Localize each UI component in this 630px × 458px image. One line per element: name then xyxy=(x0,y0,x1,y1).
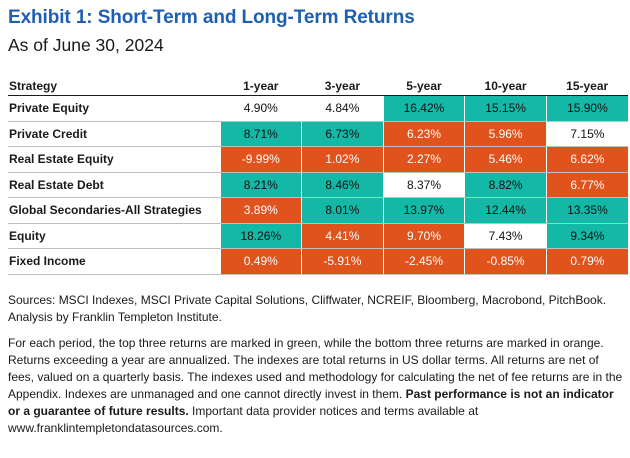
disclaimer-bold: Past performance is not an indicator or … xyxy=(8,387,614,418)
return-cell: 0.49% xyxy=(219,248,302,275)
return-cell: 8.37% xyxy=(382,172,465,198)
strategy-cell: Equity xyxy=(8,223,220,249)
exhibit-subtitle: As of June 30, 2024 xyxy=(8,35,164,55)
table-row: Private Credit 8.71% 6.73% 6.23% 5.96% 7.15% xyxy=(8,121,628,147)
return-cell: -5.91% xyxy=(301,248,384,275)
table-row: Global Secondaries-All Strategies 3.89% 8.… xyxy=(8,197,628,224)
column-header-10-year: 10-year xyxy=(464,76,547,96)
strategy-cell: Private Equity xyxy=(8,95,220,122)
column-header-3-year: 3-year xyxy=(301,76,384,96)
return-cell: 15.90% xyxy=(545,95,628,122)
return-cell: 8.01% xyxy=(301,197,384,224)
methodology-text: For each period, the top three returns a… xyxy=(8,336,623,401)
table-body: Private Equity 4.90% 4.84% 16.42% 15.15% 15.9… xyxy=(8,95,628,275)
return-cell: 4.84% xyxy=(301,95,384,122)
return-cell: 8.82% xyxy=(464,172,547,198)
return-cell: 8.71% xyxy=(219,121,302,147)
methodology-note: For each period, the top three returns a… xyxy=(8,335,624,437)
return-cell: -9.99% xyxy=(219,146,302,173)
return-cell: -0.85% xyxy=(464,248,547,275)
strategy-cell: Fixed Income xyxy=(8,248,220,275)
return-cell: 13.97% xyxy=(382,197,465,224)
table-row: Equity 18.26% 4.41% 9.70% 7.43% 9.34% xyxy=(8,223,628,249)
table-row: Private Equity 4.90% 4.84% 16.42% 15.15% 15.9… xyxy=(8,95,628,122)
return-cell: 0.79% xyxy=(545,248,628,275)
table-row: Real Estate Equity -9.99% 1.02% 2.27% 5.46% 6… xyxy=(8,146,628,173)
return-cell: 12.44% xyxy=(464,197,547,224)
return-cell: 5.46% xyxy=(464,146,547,173)
return-cell: 16.42% xyxy=(382,95,465,122)
return-cell: 1.02% xyxy=(301,146,384,173)
strategy-cell: Real Estate Debt xyxy=(8,172,220,198)
return-cell: 15.15% xyxy=(464,95,547,122)
exhibit-title: Exhibit 1: Short-Term and Long-Term Retu… xyxy=(8,7,415,28)
column-header-5-year: 5-year xyxy=(383,76,465,96)
return-cell: 2.27% xyxy=(382,146,465,173)
return-cell: 8.46% xyxy=(301,172,384,198)
return-cell: 6.62% xyxy=(545,146,628,173)
return-cell: 4.41% xyxy=(301,223,384,249)
strategy-cell: Private Credit xyxy=(8,121,220,147)
column-header-strategy: Strategy xyxy=(8,76,220,96)
return-cell: 18.26% xyxy=(219,223,302,249)
table-row: Real Estate Debt 8.21% 8.46% 8.37% 8.82% 6.77… xyxy=(8,172,628,198)
return-cell: 13.35% xyxy=(545,197,628,224)
column-header-1-year: 1-year xyxy=(220,76,302,96)
return-cell: 6.73% xyxy=(301,121,384,147)
return-cell: 9.34% xyxy=(545,223,628,249)
disclaimer-text: Important data provider notices and term… xyxy=(8,404,479,435)
return-cell: 7.43% xyxy=(464,223,547,249)
return-cell: 6.77% xyxy=(545,172,628,198)
return-cell: 4.90% xyxy=(219,95,302,122)
return-cell: 5.96% xyxy=(464,121,547,147)
strategy-cell: Real Estate Equity xyxy=(8,146,220,173)
strategy-cell: Global Secondaries-All Strategies xyxy=(8,197,220,224)
sources-note: Sources: MSCI Indexes, MSCI Private Capi… xyxy=(8,293,607,324)
return-cell: 3.89% xyxy=(219,197,302,224)
return-cell: 8.21% xyxy=(219,172,302,198)
return-cell: 7.15% xyxy=(545,121,628,147)
return-cell: 9.70% xyxy=(382,223,465,249)
return-cell: -2.45% xyxy=(382,248,465,275)
returns-table: Strategy 1-year 3-year 5-year 10-year 15… xyxy=(8,76,628,275)
footnotes: Sources: MSCI Indexes, MSCI Private Capi… xyxy=(8,292,624,446)
table-row: Fixed Income 0.49% -5.91% -2.45% -0.85% 0.79% xyxy=(8,248,628,275)
return-cell: 6.23% xyxy=(382,121,465,147)
column-header-15-year: 15-year xyxy=(546,76,628,96)
table-header-row: Strategy 1-year 3-year 5-year 10-year 15… xyxy=(8,76,628,96)
